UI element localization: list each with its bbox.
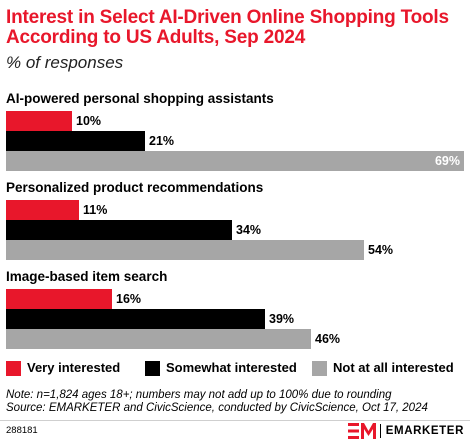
data-label-very-interested-ai-shopping-assistants: 10% <box>76 114 102 128</box>
category-label-product-recommendations: Personalized product recommendations <box>6 180 264 195</box>
legend-label: Somewhat interested <box>166 360 297 375</box>
bar-not-interested-ai-shopping-assistants <box>6 151 464 171</box>
bar-very-interested-image-search <box>6 289 112 309</box>
legend-item-not-interested: Not at all interested <box>312 358 454 378</box>
data-label-very-interested-product-recommendations: 11% <box>83 203 108 217</box>
source-text: Source: EMARKETER and CivicScience, cond… <box>6 402 428 414</box>
chart-subtitle: % of responses <box>6 53 124 72</box>
chart-id: 288181 <box>6 425 38 436</box>
bar-very-interested-product-recommendations <box>6 200 79 220</box>
note-text: Note: n=1,824 ages 18+; numbers may not … <box>6 389 392 401</box>
data-label-somewhat-interested-image-search: 39% <box>269 312 295 326</box>
legend-label: Very interested <box>27 360 121 375</box>
legend-swatch-somewhat-interested <box>145 360 160 376</box>
bar-somewhat-interested-image-search <box>6 309 265 329</box>
data-label-not-interested-ai-shopping-assistants: 69% <box>434 154 460 168</box>
bar-not-interested-image-search <box>6 329 311 349</box>
legend: Very interested Somewhat interested Not … <box>6 358 466 378</box>
brand-separator <box>379 424 381 438</box>
data-label-very-interested-image-search: 16% <box>116 292 142 306</box>
brand-logo: EMARKETER <box>347 422 464 440</box>
legend-item-very-interested: Very interested <box>6 358 120 378</box>
data-label-somewhat-interested-product-recommendations: 34% <box>236 223 262 237</box>
bar-somewhat-interested-ai-shopping-assistants <box>6 131 145 151</box>
category-label-image-search: Image-based item search <box>6 269 168 284</box>
legend-swatch-not-interested <box>312 360 327 376</box>
data-label-not-interested-product-recommendations: 54% <box>368 243 394 257</box>
bar-very-interested-ai-shopping-assistants <box>6 111 72 131</box>
bar-somewhat-interested-product-recommendations <box>6 220 232 240</box>
footer-divider <box>0 420 470 421</box>
legend-swatch-very-interested <box>6 360 21 376</box>
category-label-ai-shopping-assistants: AI-powered personal shopping assistants <box>6 91 274 106</box>
footnote: Note: n=1,824 ages 18+; numbers may not … <box>6 389 428 415</box>
legend-item-somewhat-interested: Somewhat interested <box>145 358 297 378</box>
chart-title: Interest in Select AI-Driven Online Shop… <box>6 7 449 48</box>
bar-not-interested-product-recommendations <box>6 240 364 260</box>
data-label-not-interested-image-search: 46% <box>315 332 341 346</box>
data-label-somewhat-interested-ai-shopping-assistants: 21% <box>149 134 175 148</box>
brand-name: EMARKETER <box>385 425 464 437</box>
legend-label: Not at all interested <box>333 360 454 375</box>
emarketer-logo-icon <box>347 423 376 439</box>
